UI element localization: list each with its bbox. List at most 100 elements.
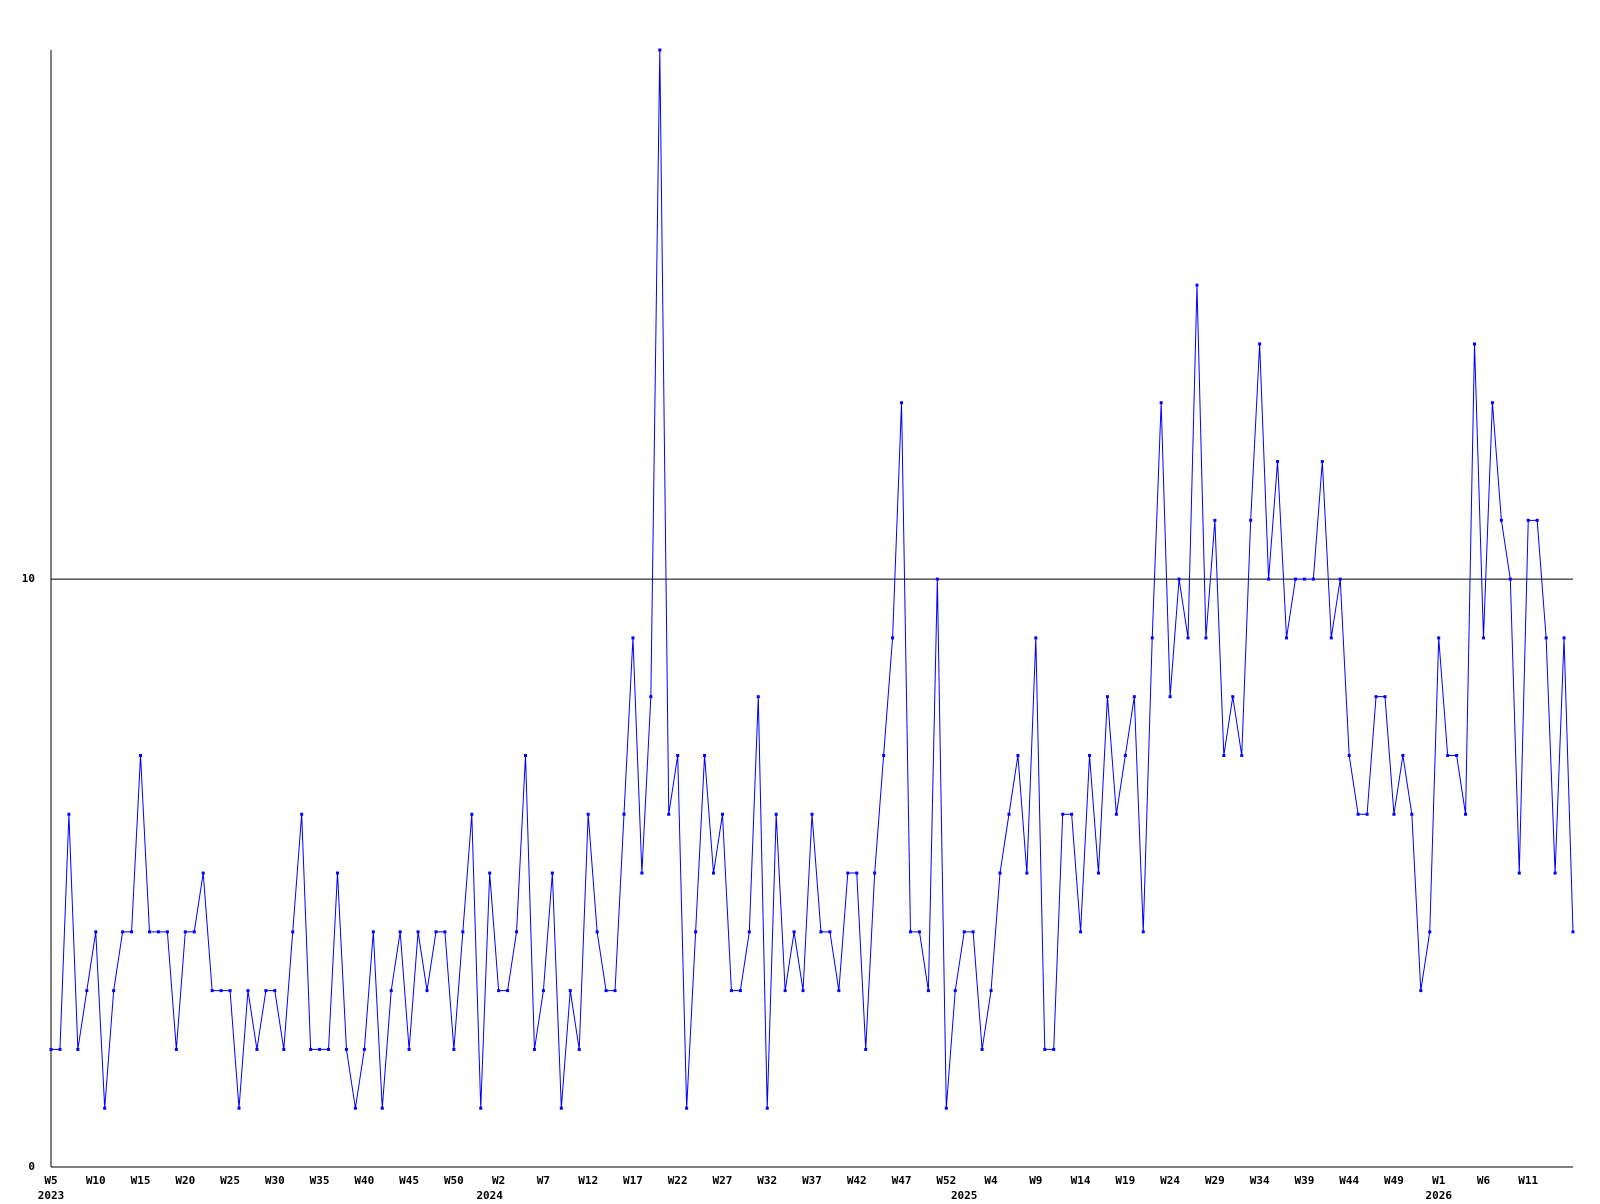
data-point	[1150, 636, 1154, 640]
data-point	[67, 812, 71, 816]
x-tick-label: W30	[265, 1174, 285, 1187]
data-point	[103, 1106, 107, 1110]
data-point	[944, 1106, 948, 1110]
data-point	[273, 989, 277, 993]
data-point	[58, 1047, 62, 1051]
data-point	[515, 930, 519, 934]
data-point	[586, 812, 590, 816]
year-label: 2024	[476, 1189, 503, 1200]
x-tick-label: W37	[802, 1174, 822, 1187]
data-point	[156, 930, 160, 934]
data-point	[1267, 577, 1271, 581]
data-point	[783, 989, 787, 993]
x-tick-label: W9	[1029, 1174, 1042, 1187]
data-point	[76, 1047, 80, 1051]
data-point	[1096, 871, 1100, 875]
data-point	[1079, 930, 1083, 934]
data-point	[729, 989, 733, 993]
data-point	[452, 1047, 456, 1051]
x-tick-label: W52	[936, 1174, 956, 1187]
data-point	[318, 1047, 322, 1051]
data-point	[327, 1047, 331, 1051]
data-point	[1419, 989, 1423, 993]
data-point	[1204, 636, 1208, 640]
data-point	[1571, 930, 1575, 934]
data-point	[497, 989, 501, 993]
data-point	[935, 577, 939, 581]
data-point	[291, 930, 295, 934]
data-point	[353, 1106, 357, 1110]
data-point	[130, 930, 134, 934]
x-tick-label: W15	[131, 1174, 151, 1187]
data-point	[703, 753, 707, 757]
data-point	[1052, 1047, 1056, 1051]
data-point	[1410, 812, 1414, 816]
data-point	[389, 989, 393, 993]
x-tick-label: W24	[1160, 1174, 1180, 1187]
x-tick-label: W35	[310, 1174, 330, 1187]
data-point	[1392, 812, 1396, 816]
data-point	[1132, 695, 1136, 699]
data-point	[667, 812, 671, 816]
data-point	[1473, 342, 1477, 346]
data-point	[1338, 577, 1342, 581]
data-point	[1329, 636, 1333, 640]
data-point	[917, 930, 921, 934]
data-point	[568, 989, 572, 993]
data-point	[720, 812, 724, 816]
data-point	[631, 636, 635, 640]
data-point	[1383, 695, 1387, 699]
data-point	[49, 1047, 53, 1051]
data-point	[1302, 577, 1306, 581]
data-point	[228, 989, 232, 993]
x-tick-label: W32	[757, 1174, 777, 1187]
data-point	[1123, 753, 1127, 757]
data-point	[85, 989, 89, 993]
data-point	[1186, 636, 1190, 640]
data-point	[998, 871, 1002, 875]
data-point	[192, 930, 196, 934]
data-point	[541, 989, 545, 993]
data-point	[559, 1106, 563, 1110]
data-point	[300, 812, 304, 816]
data-point	[398, 930, 402, 934]
data-point	[1007, 812, 1011, 816]
data-point	[1043, 1047, 1047, 1051]
data-point	[747, 930, 751, 934]
data-point	[1276, 460, 1280, 464]
data-point	[685, 1106, 689, 1110]
data-point	[1553, 871, 1557, 875]
data-point	[1025, 871, 1029, 875]
year-label: 2025	[951, 1189, 978, 1200]
data-point	[524, 753, 528, 757]
data-point	[479, 1106, 483, 1110]
data-point	[506, 989, 510, 993]
data-point	[980, 1047, 984, 1051]
data-point	[810, 812, 814, 816]
data-point	[1347, 753, 1351, 757]
data-point	[1437, 636, 1441, 640]
data-point	[604, 989, 608, 993]
data-point	[282, 1047, 286, 1051]
data-point	[1320, 460, 1324, 464]
data-point	[1544, 636, 1548, 640]
data-point	[640, 871, 644, 875]
data-point	[434, 930, 438, 934]
data-point	[1374, 695, 1378, 699]
x-tick-label: W11	[1518, 1174, 1538, 1187]
x-tick-label: W49	[1384, 1174, 1404, 1187]
data-point	[1258, 342, 1262, 346]
data-point	[1401, 753, 1405, 757]
y-tick-label: 0	[28, 1160, 35, 1173]
data-point	[1517, 871, 1521, 875]
data-point	[246, 989, 250, 993]
x-tick-label: W50	[444, 1174, 464, 1187]
data-point	[855, 871, 859, 875]
x-tick-label: W2	[492, 1174, 505, 1187]
data-point	[1293, 577, 1297, 581]
data-point	[1231, 695, 1235, 699]
data-point	[210, 989, 214, 993]
data-point	[595, 930, 599, 934]
data-point	[613, 989, 617, 993]
